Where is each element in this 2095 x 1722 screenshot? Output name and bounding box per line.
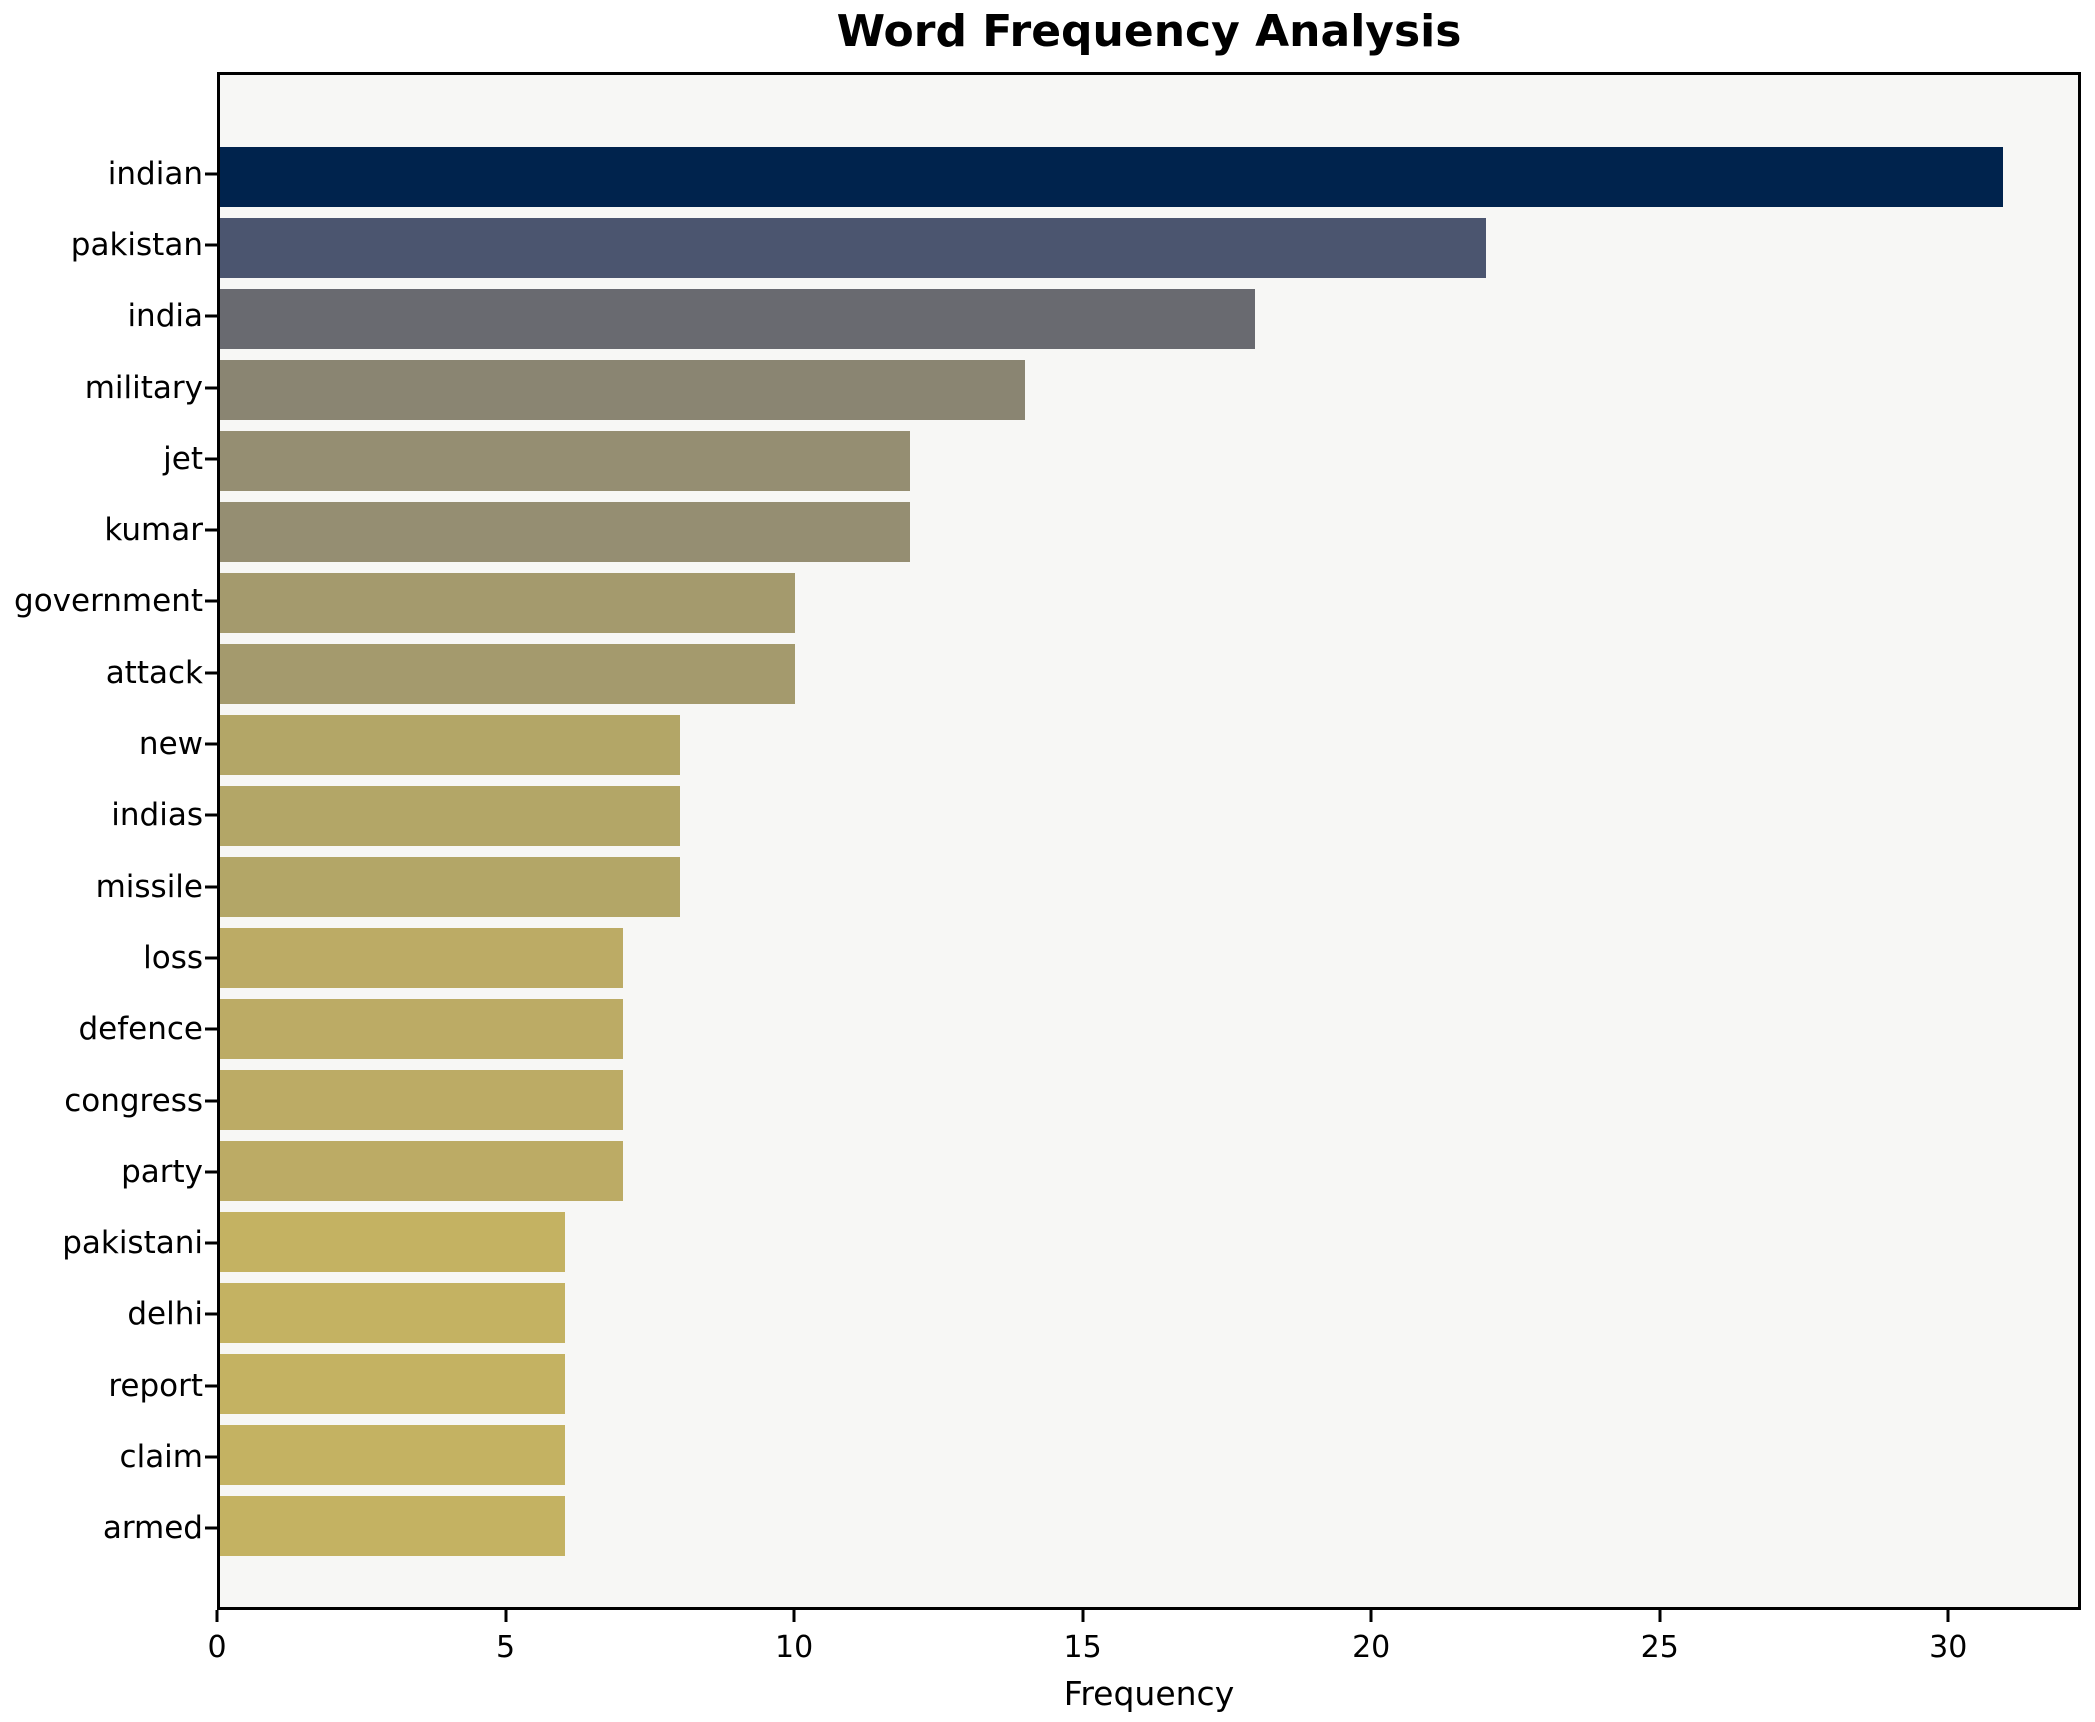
x-tick-mark-20 bbox=[1369, 1610, 1373, 1622]
bar-jet bbox=[220, 430, 911, 491]
y-tick-label-jet: jet bbox=[163, 440, 203, 477]
bar-delhi bbox=[220, 1282, 566, 1343]
y-tick-mark-pakistan bbox=[205, 243, 217, 247]
bar-slot-loss bbox=[220, 922, 2078, 993]
x-tick-label-30: 30 bbox=[1929, 1630, 1968, 1665]
y-tick-mark-pakistani bbox=[205, 1241, 217, 1245]
y-tick-label-pakistan: pakistan bbox=[70, 226, 203, 263]
x-axis-label: Frequency bbox=[1063, 1674, 1235, 1713]
bar-pakistan bbox=[220, 217, 1486, 278]
y-tick-mark-delhi bbox=[205, 1312, 217, 1316]
x-tick-mark-10 bbox=[792, 1610, 796, 1622]
y-tick-label-party: party bbox=[121, 1153, 203, 1190]
bar-slot-missile bbox=[220, 851, 2078, 922]
y-tick-mark-indian bbox=[205, 172, 217, 176]
y-tick-label-government: government bbox=[14, 583, 203, 620]
y-tick-label-military: military bbox=[84, 369, 203, 406]
y-tick-mark-military bbox=[205, 386, 217, 390]
bar-slot-armed bbox=[220, 1490, 2078, 1561]
bar-slot-pakistani bbox=[220, 1206, 2078, 1277]
y-tick-label-delhi: delhi bbox=[127, 1296, 203, 1333]
bar-government bbox=[220, 572, 796, 633]
x-tick-label-20: 20 bbox=[1352, 1630, 1391, 1665]
chart-title: Word Frequency Analysis bbox=[836, 6, 1462, 57]
y-tick-mark-loss bbox=[205, 956, 217, 960]
x-tick-mark-0 bbox=[215, 1610, 219, 1622]
y-tick-mark-congress bbox=[205, 1099, 217, 1103]
y-tick-mark-new bbox=[205, 742, 217, 746]
y-tick-mark-report bbox=[205, 1384, 217, 1388]
bar-india bbox=[220, 288, 1256, 349]
bar-slot-defence bbox=[220, 993, 2078, 1064]
bar-missile bbox=[220, 856, 681, 917]
bar-slot-jet bbox=[220, 425, 2078, 496]
x-tick-label-25: 25 bbox=[1640, 1630, 1679, 1665]
y-tick-mark-indias bbox=[205, 813, 217, 817]
bar-slot-party bbox=[220, 1135, 2078, 1206]
y-tick-label-indian: indian bbox=[107, 155, 203, 192]
y-tick-mark-kumar bbox=[205, 528, 217, 532]
bar-defence bbox=[220, 998, 623, 1059]
bar-armed bbox=[220, 1495, 566, 1556]
y-tick-mark-government bbox=[205, 599, 217, 603]
y-tick-label-pakistani: pakistani bbox=[62, 1225, 203, 1262]
x-tick-mark-5 bbox=[504, 1610, 508, 1622]
y-tick-label-new: new bbox=[138, 726, 203, 763]
bars-container bbox=[220, 141, 2078, 1561]
bar-slot-report bbox=[220, 1348, 2078, 1419]
y-tick-label-congress: congress bbox=[64, 1082, 203, 1119]
y-tick-label-kumar: kumar bbox=[104, 512, 203, 549]
y-tick-mark-attack bbox=[205, 671, 217, 675]
plot-area bbox=[217, 72, 2081, 1610]
bar-loss bbox=[220, 927, 623, 988]
y-tick-label-loss: loss bbox=[143, 939, 203, 976]
bar-slot-claim bbox=[220, 1419, 2078, 1490]
y-tick-label-claim: claim bbox=[119, 1439, 203, 1476]
y-tick-mark-defence bbox=[205, 1027, 217, 1031]
x-tick-mark-30 bbox=[1946, 1610, 1950, 1622]
bar-new bbox=[220, 714, 681, 775]
y-tick-label-armed: armed bbox=[102, 1510, 203, 1547]
x-tick-mark-15 bbox=[1081, 1610, 1085, 1622]
y-tick-label-indias: indias bbox=[111, 797, 203, 834]
y-tick-mark-missile bbox=[205, 885, 217, 889]
y-tick-label-missile: missile bbox=[95, 868, 203, 905]
bar-claim bbox=[220, 1424, 566, 1485]
y-tick-label-attack: attack bbox=[105, 654, 203, 691]
y-tick-label-defence: defence bbox=[78, 1011, 204, 1048]
y-tick-mark-claim bbox=[205, 1455, 217, 1459]
bar-pakistani bbox=[220, 1211, 566, 1272]
x-tick-label-5: 5 bbox=[495, 1630, 516, 1665]
x-tick-mark-25 bbox=[1658, 1610, 1662, 1622]
y-tick-label-report: report bbox=[108, 1367, 203, 1404]
bar-slot-pakistan bbox=[220, 212, 2078, 283]
bar-congress bbox=[220, 1069, 623, 1130]
y-tick-mark-party bbox=[205, 1170, 217, 1174]
x-tick-label-10: 10 bbox=[774, 1630, 814, 1665]
bar-report bbox=[220, 1353, 566, 1414]
bar-slot-delhi bbox=[220, 1277, 2078, 1348]
bar-kumar bbox=[220, 501, 911, 562]
bar-slot-attack bbox=[220, 638, 2078, 709]
bar-slot-kumar bbox=[220, 496, 2078, 567]
bar-slot-government bbox=[220, 567, 2078, 638]
y-tick-mark-armed bbox=[205, 1526, 217, 1530]
x-tick-label-15: 15 bbox=[1063, 1630, 1102, 1665]
bar-slot-congress bbox=[220, 1064, 2078, 1135]
bar-slot-indias bbox=[220, 780, 2078, 851]
bar-slot-india bbox=[220, 283, 2078, 354]
bar-indias bbox=[220, 785, 681, 846]
bar-indian bbox=[220, 146, 2004, 207]
bar-slot-military bbox=[220, 354, 2078, 425]
bar-slot-indian bbox=[220, 141, 2078, 212]
bar-party bbox=[220, 1140, 623, 1201]
y-tick-label-india: india bbox=[127, 298, 203, 335]
y-tick-mark-india bbox=[205, 314, 217, 318]
bar-attack bbox=[220, 643, 796, 704]
x-tick-label-0: 0 bbox=[207, 1630, 227, 1665]
bar-slot-new bbox=[220, 709, 2078, 780]
bar-military bbox=[220, 359, 1026, 420]
y-tick-mark-jet bbox=[205, 457, 217, 461]
